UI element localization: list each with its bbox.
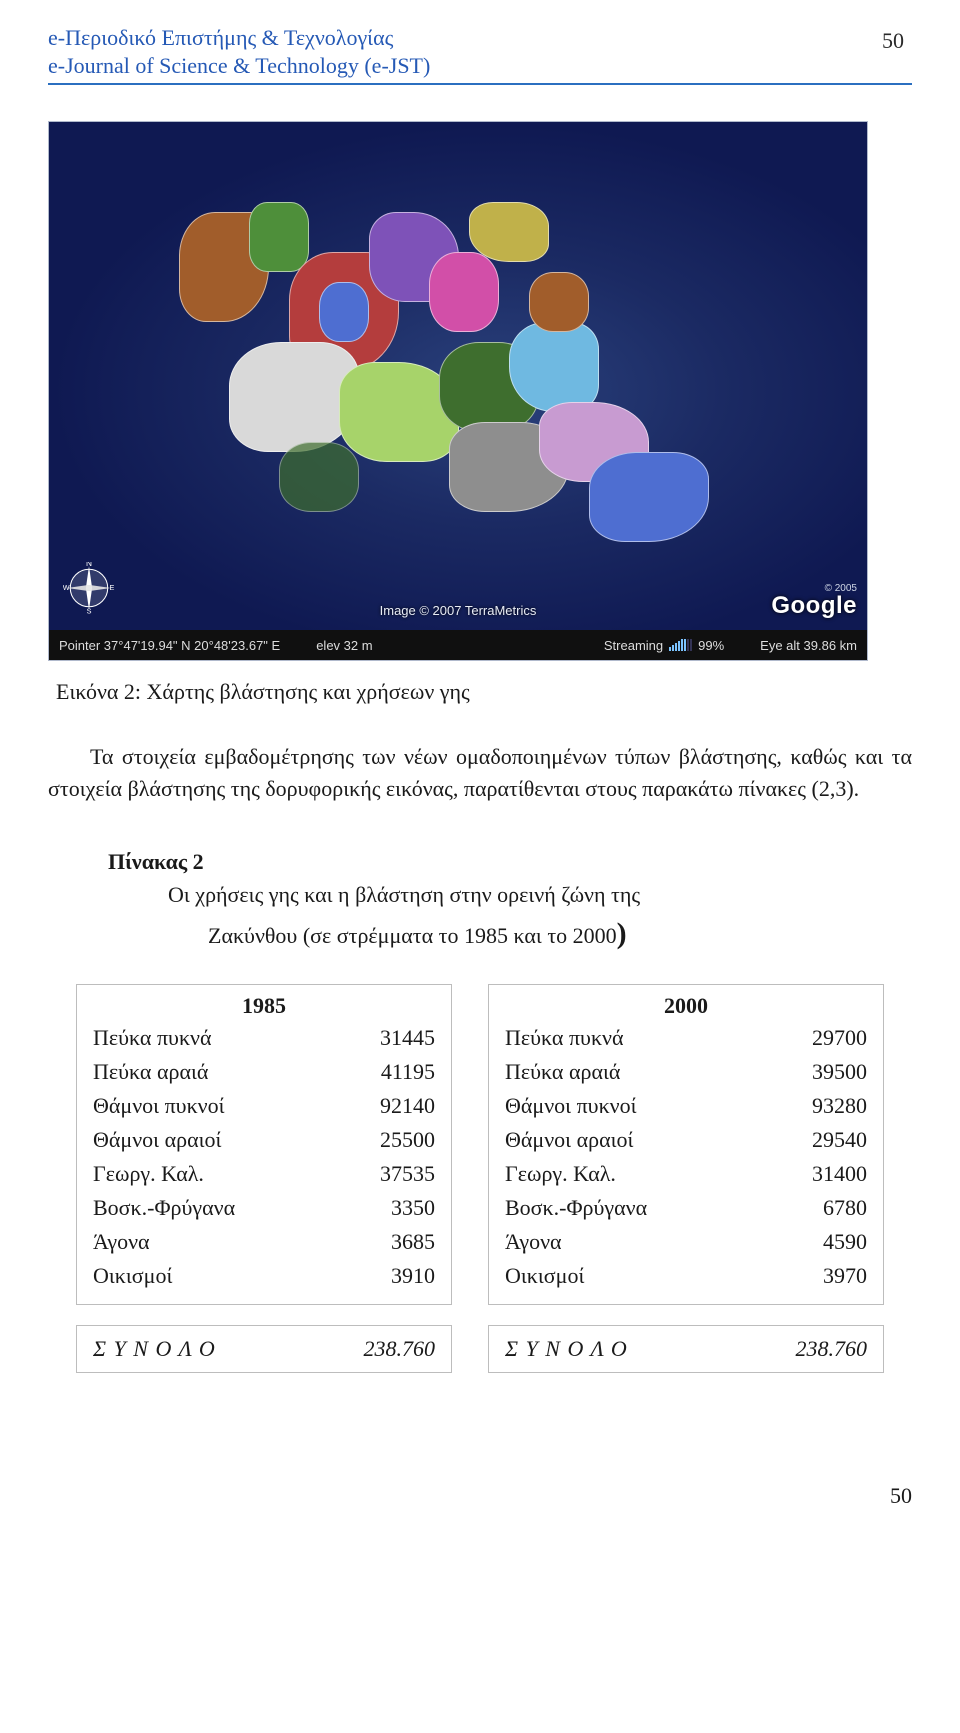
map-island-overlay [169,182,749,582]
year-1985-heading: 1985 [93,993,435,1019]
status-pointer: Pointer 37°47'19.94" N 20°48'23.67" E [59,638,280,653]
table-title-line1: Οι χρήσεις γης και η βλάστηση στην ορειν… [168,882,640,907]
table-row: Θάμνοι αραιοί29540 [505,1123,867,1157]
svg-text:S: S [87,606,92,614]
svg-text:N: N [86,562,92,568]
page-number-top: 50 [882,28,904,54]
table-row: Πεύκα αραιά41195 [93,1055,435,1089]
total-label-2000: Σ Υ Ν Ο Λ Ο [505,1336,628,1362]
page-number-bottom: 50 [48,1483,912,1509]
table-row: Πεύκα αραιά39500 [505,1055,867,1089]
svg-text:W: W [63,583,70,592]
journal-title-greek: e-Περιοδικό Επιστήμης & Τεχνολογίας [48,24,912,52]
table-title-tail: ) [617,917,627,950]
total-value-2000: 238.760 [796,1336,868,1362]
table-row: Γεωργ. Καλ.37535 [93,1157,435,1191]
figure-caption: Εικόνα 2: Χάρτης βλάστησης και χρήσεων γ… [56,679,912,705]
table-label: Πίνακας 2 [108,849,204,874]
body-paragraph: Τα στοιχεία εμβαδομέτρησης των νέων ομαδ… [48,741,912,805]
satellite-map: N E S W Image © 2007 TerraMetrics © 2005… [48,121,868,661]
table-row: Οικισμοί3910 [93,1259,435,1293]
journal-title-english: e-Journal of Science & Technology (e-JST… [48,52,912,80]
image-credit: Image © 2007 TerraMetrics [380,603,537,618]
table-row: Άγονα4590 [505,1225,867,1259]
table-row: Θάμνοι πυκνοί92140 [93,1089,435,1123]
table-row: Θάμνοι αραιοί25500 [93,1123,435,1157]
svg-text:E: E [109,583,114,592]
table-title-line2: Ζακύνθου (σε στρέμματα το 1985 και το 20… [208,923,617,948]
table-1985: 1985 Πεύκα πυκνά31445 Πεύκα αραιά41195 Θ… [76,984,452,1305]
streaming-bars-icon [669,639,692,651]
paragraph-text: Τα στοιχεία εμβαδομέτρησης των νέων ομαδ… [48,744,912,801]
status-eye-alt: Eye alt 39.86 km [760,638,857,653]
table-row: Βοσκ.-Φρύγανα3350 [93,1191,435,1225]
status-elev: elev 32 m [316,638,372,653]
total-1985: Σ Υ Ν Ο Λ Ο 238.760 [76,1325,452,1373]
status-streaming-pct: 99% [698,638,724,653]
table-row: Άγονα3685 [93,1225,435,1259]
compass-icon: N E S W [63,562,115,614]
table-row: Πεύκα πυκνά29700 [505,1021,867,1055]
google-logo: Google [771,592,857,620]
table-row: Θάμνοι πυκνοί93280 [505,1089,867,1123]
year-2000-heading: 2000 [505,993,867,1019]
journal-header: e-Περιοδικό Επιστήμης & Τεχνολογίας e-Jo… [48,24,912,85]
total-label-1985: Σ Υ Ν Ο Λ Ο [93,1336,216,1362]
total-2000: Σ Υ Ν Ο Λ Ο 238.760 [488,1325,884,1373]
map-status-bar: Pointer 37°47'19.94" N 20°48'23.67" E el… [49,630,867,660]
tables-row: 1985 Πεύκα πυκνά31445 Πεύκα αραιά41195 Θ… [76,984,912,1305]
status-streaming-label: Streaming [604,638,663,653]
total-value-1985: 238.760 [364,1336,436,1362]
table-2000: 2000 Πεύκα πυκνά29700 Πεύκα αραιά39500 Θ… [488,984,884,1305]
table-row: Γεωργ. Καλ.31400 [505,1157,867,1191]
figure-2: N E S W Image © 2007 TerraMetrics © 2005… [48,121,912,705]
table-row: Βοσκ.-Φρύγανα6780 [505,1191,867,1225]
table-title: Πίνακας 2 Οι χρήσεις γης και η βλάστηση … [108,845,912,956]
table-row: Οικισμοί3970 [505,1259,867,1293]
table-row: Πεύκα πυκνά31445 [93,1021,435,1055]
totals-row: Σ Υ Ν Ο Λ Ο 238.760 Σ Υ Ν Ο Λ Ο 238.760 [76,1325,912,1373]
